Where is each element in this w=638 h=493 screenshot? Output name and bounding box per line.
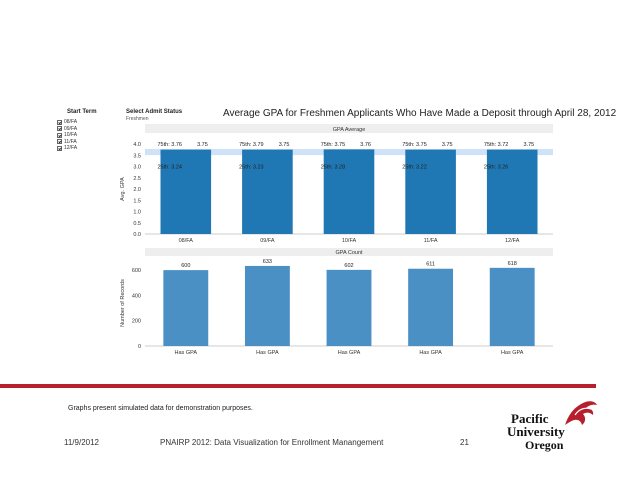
y-axis-label: Avg. GPA (120, 177, 126, 201)
y-tick-label: 2.5 (133, 176, 141, 182)
p25-label: 25th: 3.26 (484, 165, 508, 171)
term-option-label: 08/FA (64, 119, 78, 125)
logo-line3: Oregon (525, 438, 564, 452)
y-tick-label: 1.0 (133, 210, 141, 216)
panel-header (145, 124, 553, 133)
logo-line2: University (507, 424, 565, 439)
start-term-title: Start Term (67, 109, 97, 115)
gpa-value-label: 3.75 (279, 142, 290, 148)
gpa-bar (405, 149, 456, 234)
p75-label: 75th: 3.76 (158, 142, 182, 148)
y-tick-label: 0 (138, 344, 141, 350)
panel-title: GPA Average (333, 127, 366, 133)
gpa-value-label: 3.75 (197, 142, 208, 148)
footer-event: PNAIRP 2012: Data Visualization for Enro… (160, 438, 384, 447)
footer-date: 11/9/2012 (64, 438, 99, 447)
p75-label: 75th: 3.75 (402, 142, 426, 148)
gpa-count-chart: GPA Count 0 200 400 600 Number of Records 600 H… (120, 248, 553, 356)
gpa-value-label: 3.75 (523, 142, 534, 148)
term-checkbox[interactable] (57, 119, 62, 125)
x-tick-label: 12/FA (505, 238, 520, 244)
term-option-label: 10/FA (64, 132, 78, 138)
term-option[interactable]: 08/FA (57, 119, 77, 125)
p75-label: 75th: 3.75 (321, 142, 345, 148)
logo-line1: Pacific (511, 411, 549, 426)
admit-status-value[interactable]: Freshmen (126, 116, 149, 122)
term-option[interactable]: 12/FA (57, 145, 77, 151)
panel-header (145, 248, 553, 256)
term-option[interactable]: 11/FA (57, 139, 77, 145)
p25-label: 25th: 3.24 (158, 165, 182, 171)
x-tick-label: Has GPA (419, 350, 442, 356)
term-option-label: 11/FA (64, 138, 77, 145)
count-value-label: 600 (181, 263, 190, 269)
x-tick-label: Has GPA (501, 350, 524, 356)
footer-page-number: 21 (460, 438, 469, 447)
y-axis-label: Number of Records (120, 279, 126, 327)
y-tick-label: 200 (132, 319, 141, 325)
y-tick-label: 2.0 (133, 187, 141, 193)
x-tick-label: 10/FA (342, 238, 357, 244)
panel-title: GPA Count (335, 250, 363, 256)
boxer-logo-icon (565, 401, 597, 425)
term-checkbox[interactable] (57, 139, 62, 144)
admit-status-title: Select Admit Status (126, 109, 183, 115)
count-bar (408, 268, 454, 346)
p25-label: 25th: 3.28 (321, 165, 345, 171)
p25-label: 25th: 3.22 (402, 165, 426, 171)
gpa-average-chart: GPA Average 0.0 0.5 1.0 1.5 2.0 2.5 3.0 3.5 4.0 Av… (120, 124, 553, 244)
y-tick-label: 600 (132, 268, 141, 274)
count-value-label: 611 (426, 262, 435, 268)
x-tick-label: 08/FA (179, 238, 194, 244)
footer-note: Graphs present simulated data for demons… (68, 405, 253, 412)
x-tick-label: Has GPA (256, 350, 279, 356)
y-tick-label: 400 (132, 293, 141, 299)
count-bar (163, 270, 209, 346)
y-tick-label: 4.0 (133, 142, 141, 148)
pacific-university-logo: Pacific University Oregon (505, 393, 600, 463)
gpa-value-label: 3.76 (360, 142, 371, 148)
footer-divider (0, 384, 596, 388)
y-tick-label: 0.0 (133, 232, 141, 238)
term-option[interactable]: 10/FA (57, 132, 77, 138)
p75-label: 75th: 3.79 (239, 142, 263, 148)
count-bar (244, 265, 290, 346)
gpa-bar (160, 149, 212, 234)
count-value-label: 633 (263, 259, 272, 265)
gpa-value-label: 3.75 (442, 142, 453, 148)
gpa-bar (323, 149, 375, 234)
count-value-label: 602 (344, 263, 353, 269)
x-tick-label: Has GPA (338, 350, 361, 356)
term-option-label: 12/FA (64, 145, 78, 151)
x-tick-label: Has GPA (175, 350, 198, 356)
p25-label: 25th: 3.23 (239, 165, 263, 171)
y-tick-label: 3.5 (133, 153, 141, 159)
term-option-label: 09/FA (64, 125, 78, 132)
term-option[interactable]: 09/FA (57, 126, 77, 132)
gpa-bar (242, 149, 293, 234)
y-tick-label: 0.5 (133, 221, 141, 227)
x-tick-label: 09/FA (260, 238, 275, 244)
term-checkbox[interactable] (57, 126, 62, 131)
count-value-label: 618 (508, 261, 517, 267)
y-tick-label: 3.0 (133, 165, 141, 171)
count-bar (489, 267, 535, 346)
term-checkbox[interactable] (57, 145, 62, 151)
p75-label: 75th: 3.72 (484, 142, 508, 148)
term-checkbox[interactable] (57, 132, 62, 138)
gpa-bar (486, 149, 538, 234)
x-tick-label: 11/FA (424, 238, 438, 244)
y-tick-label: 1.5 (133, 198, 141, 204)
count-bar (326, 269, 372, 346)
chart-title: Average GPA for Freshmen Applicants Who … (223, 108, 617, 119)
